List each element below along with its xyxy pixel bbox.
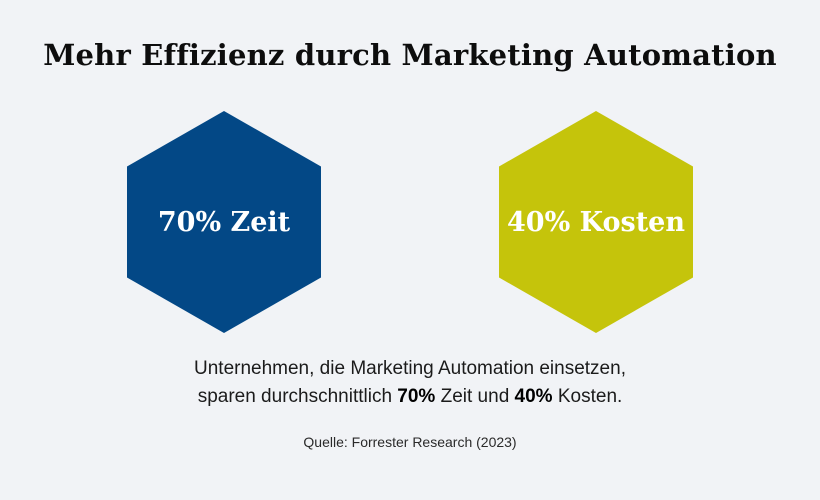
cost-hexagon: 40% Kosten (499, 111, 693, 333)
description-line-1: Unternehmen, die Marketing Automation ei… (194, 358, 626, 379)
time-hexagon: 70% Zeit (127, 111, 321, 333)
description: Unternehmen, die Marketing Automation ei… (0, 355, 820, 411)
time-value: 70% (397, 386, 436, 407)
description-line-2: sparen durchschnittlich 70% Zeit und 40%… (0, 383, 820, 411)
time-hexagon-label: 70% Zeit (157, 206, 291, 238)
cost-hexagon-label: 40% Kosten (507, 206, 685, 238)
description-suffix: Kosten. (557, 386, 623, 407)
page-title: Mehr Effizienz durch Marketing Automatio… (43, 38, 777, 72)
description-middle: Zeit und (440, 386, 510, 407)
cost-value: 40% (514, 386, 553, 407)
source-citation: Quelle: Forrester Research (2023) (303, 434, 517, 450)
description-prefix: sparen durchschnittlich (197, 386, 393, 407)
